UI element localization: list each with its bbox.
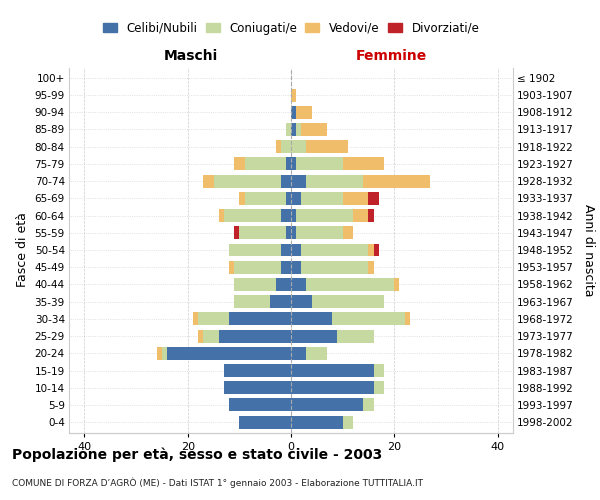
Bar <box>307 347 327 360</box>
Bar <box>234 261 281 274</box>
Bar <box>291 106 296 118</box>
Bar <box>291 192 301 205</box>
Bar <box>245 192 286 205</box>
Bar <box>291 140 307 153</box>
Bar <box>286 158 291 170</box>
Legend: Celibi/Nubili, Coniugati/e, Vedovi/e, Divorziati/e: Celibi/Nubili, Coniugati/e, Vedovi/e, Di… <box>98 17 484 40</box>
Bar <box>332 312 404 326</box>
Bar <box>224 364 291 377</box>
Bar <box>198 312 229 326</box>
Bar <box>291 261 301 274</box>
Bar <box>307 140 348 153</box>
Bar <box>368 244 374 256</box>
Bar <box>291 209 296 222</box>
Bar <box>219 209 224 222</box>
Bar <box>343 226 353 239</box>
Bar <box>291 278 307 291</box>
Bar <box>234 226 239 239</box>
Bar <box>311 295 384 308</box>
Text: COMUNE DI FORZA D’AGRÒ (ME) - Dati ISTAT 1° gennaio 2003 - Elaborazione TUTTITAL: COMUNE DI FORZA D’AGRÒ (ME) - Dati ISTAT… <box>12 477 423 488</box>
Bar <box>301 192 343 205</box>
Bar <box>286 123 291 136</box>
Bar <box>229 244 281 256</box>
Bar <box>307 174 363 188</box>
Bar <box>301 261 368 274</box>
Bar <box>234 278 275 291</box>
Bar <box>291 158 296 170</box>
Bar <box>198 330 203 342</box>
Bar <box>281 209 291 222</box>
Bar <box>281 140 291 153</box>
Bar <box>296 106 311 118</box>
Bar <box>229 312 291 326</box>
Bar <box>374 244 379 256</box>
Bar <box>234 295 271 308</box>
Bar <box>229 261 234 274</box>
Bar <box>193 312 198 326</box>
Bar <box>337 330 374 342</box>
Bar <box>291 174 307 188</box>
Bar <box>291 123 296 136</box>
Bar <box>281 261 291 274</box>
Bar <box>368 192 379 205</box>
Bar <box>291 312 332 326</box>
Bar <box>363 174 430 188</box>
Bar <box>157 347 162 360</box>
Bar <box>368 261 374 274</box>
Bar <box>229 398 291 411</box>
Bar <box>291 347 307 360</box>
Bar <box>291 226 296 239</box>
Bar <box>301 123 327 136</box>
Bar <box>286 226 291 239</box>
Bar <box>203 330 219 342</box>
Bar <box>224 209 281 222</box>
Y-axis label: Anni di nascita: Anni di nascita <box>582 204 595 296</box>
Bar <box>281 244 291 256</box>
Bar <box>219 330 291 342</box>
Bar <box>291 364 374 377</box>
Bar <box>271 295 291 308</box>
Bar <box>363 398 374 411</box>
Text: Maschi: Maschi <box>164 49 218 63</box>
Bar <box>301 244 368 256</box>
Bar <box>224 382 291 394</box>
Bar <box>404 312 410 326</box>
Bar <box>167 347 291 360</box>
Bar <box>291 398 363 411</box>
Bar <box>275 140 281 153</box>
Bar <box>343 158 384 170</box>
Bar <box>275 278 291 291</box>
Bar <box>296 209 353 222</box>
Bar <box>245 158 286 170</box>
Bar <box>291 88 296 102</box>
Bar <box>291 330 337 342</box>
Bar <box>353 209 368 222</box>
Text: Femmine: Femmine <box>355 49 427 63</box>
Bar <box>374 364 384 377</box>
Bar <box>307 278 394 291</box>
Bar <box>239 416 291 428</box>
Bar <box>291 244 301 256</box>
Bar <box>214 174 281 188</box>
Bar <box>296 123 301 136</box>
Bar <box>374 382 384 394</box>
Bar <box>286 192 291 205</box>
Bar <box>343 192 368 205</box>
Bar <box>281 174 291 188</box>
Bar <box>291 416 343 428</box>
Bar <box>234 158 245 170</box>
Bar <box>296 158 343 170</box>
Bar <box>394 278 400 291</box>
Bar <box>291 295 311 308</box>
Bar <box>239 226 286 239</box>
Bar <box>239 192 245 205</box>
Text: Popolazione per età, sesso e stato civile - 2003: Popolazione per età, sesso e stato civil… <box>12 448 382 462</box>
Y-axis label: Fasce di età: Fasce di età <box>16 212 29 288</box>
Bar <box>291 382 374 394</box>
Bar <box>162 347 167 360</box>
Bar <box>368 209 374 222</box>
Bar <box>343 416 353 428</box>
Bar <box>296 226 343 239</box>
Bar <box>203 174 214 188</box>
